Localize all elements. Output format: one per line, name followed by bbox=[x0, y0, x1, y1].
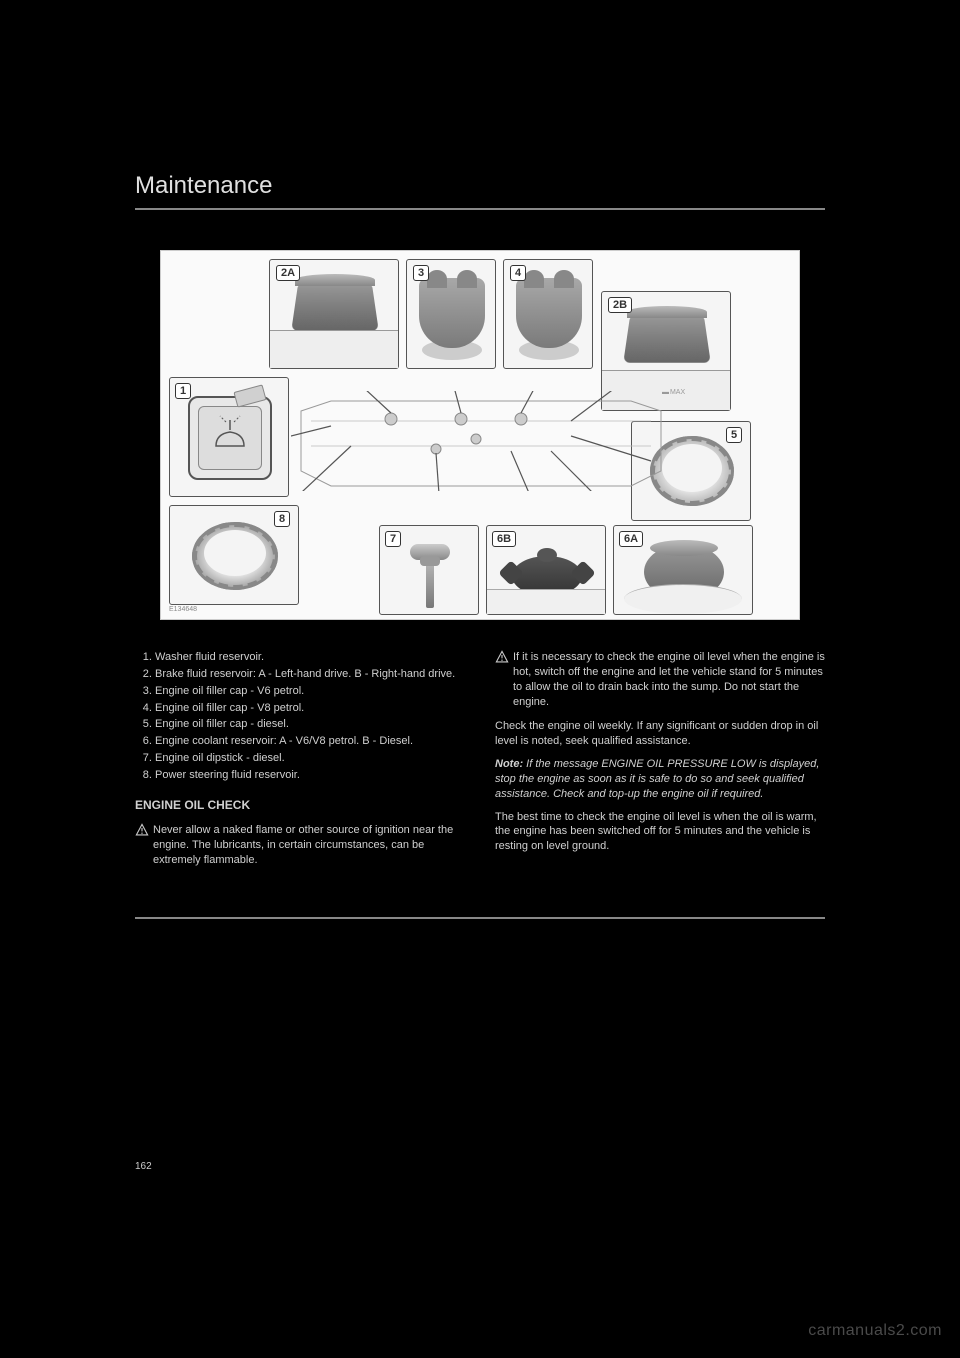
label-2a: 2A bbox=[276, 265, 300, 281]
warning-block-left: Never allow a naked flame or other sourc… bbox=[135, 823, 465, 868]
list-item: Engine oil filler cap - diesel. bbox=[155, 717, 465, 732]
engine-bay-outline bbox=[291, 391, 671, 491]
warning-text-right: If it is necessary to check the engine o… bbox=[513, 650, 825, 709]
left-column: Washer fluid reservoir. Brake fluid rese… bbox=[135, 650, 465, 877]
engine-bay-diagram: 2A 3 4 ▬ MAX 2B bbox=[160, 250, 800, 620]
paragraph-1: Check the engine oil weekly. If any sign… bbox=[495, 719, 825, 749]
washer-icon bbox=[208, 414, 252, 458]
title-rule bbox=[135, 208, 825, 210]
bottom-rule bbox=[135, 917, 825, 919]
label-3: 3 bbox=[413, 265, 429, 281]
right-column: If it is necessary to check the engine o… bbox=[495, 650, 825, 877]
list-item: Power steering fluid reservoir. bbox=[155, 768, 465, 783]
page-number: 162 bbox=[135, 1161, 152, 1172]
list-item: Washer fluid reservoir. bbox=[155, 650, 465, 665]
list-item: Engine oil filler cap - V8 petrol. bbox=[155, 701, 465, 716]
parts-list: Washer fluid reservoir. Brake fluid rese… bbox=[135, 650, 465, 783]
list-item: Engine coolant reservoir: A - V6/V8 petr… bbox=[155, 734, 465, 749]
page-title: Maintenance bbox=[135, 172, 825, 200]
label-8: 8 bbox=[274, 511, 290, 527]
note-text: If the message ENGINE OIL PRESSURE LOW i… bbox=[495, 758, 819, 800]
warning-text-left: Never allow a naked flame or other sourc… bbox=[153, 823, 465, 868]
warning-block-right: If it is necessary to check the engine o… bbox=[495, 650, 825, 709]
diagram-doc-id: E134648 bbox=[169, 606, 197, 613]
watermark: carmanuals2.com bbox=[808, 1322, 942, 1340]
label-5: 5 bbox=[726, 427, 742, 443]
label-7: 7 bbox=[385, 531, 401, 547]
list-item: Engine oil filler cap - V6 petrol. bbox=[155, 684, 465, 699]
warning-triangle-icon bbox=[135, 823, 149, 837]
label-6a: 6A bbox=[619, 531, 643, 547]
warning-triangle-icon bbox=[495, 650, 509, 664]
list-item: Engine oil dipstick - diesel. bbox=[155, 751, 465, 766]
label-4: 4 bbox=[510, 265, 526, 281]
label-6b: 6B bbox=[492, 531, 516, 547]
oil-check-heading: ENGINE OIL CHECK bbox=[135, 797, 465, 813]
note-label: Note: bbox=[495, 758, 523, 770]
label-1: 1 bbox=[175, 383, 191, 399]
label-2b: 2B bbox=[608, 297, 632, 313]
content-columns: Washer fluid reservoir. Brake fluid rese… bbox=[135, 650, 825, 877]
paragraph-2: The best time to check the engine oil le… bbox=[495, 810, 825, 855]
list-item: Brake fluid reservoir: A - Left-hand dri… bbox=[155, 667, 465, 682]
note-paragraph: Note: If the message ENGINE OIL PRESSURE… bbox=[495, 757, 825, 802]
